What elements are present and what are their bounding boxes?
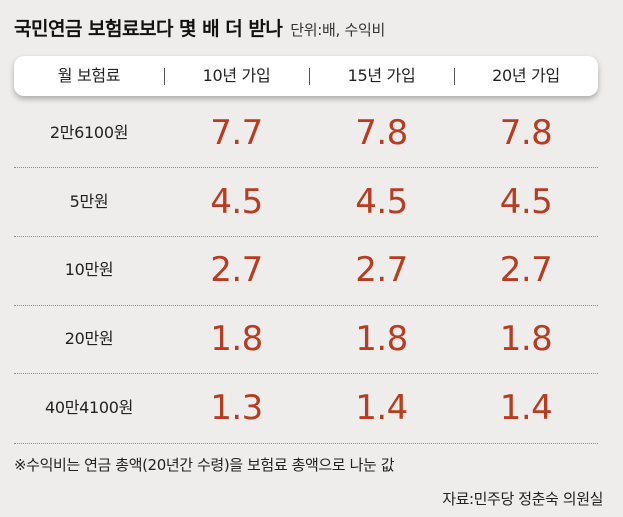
row-label: 40만4100원	[44, 398, 134, 417]
value-15yr: 2.7	[355, 250, 408, 290]
header-20yr: 20년 가입	[492, 66, 560, 85]
value-10yr: 4.5	[210, 182, 263, 222]
value-10yr: 2.7	[210, 250, 263, 290]
row-divider	[14, 236, 598, 237]
row-label: 20만원	[64, 329, 114, 348]
title-row: 국민연금 보험료보다 몇 배 더 받나 단위:배, 수익비	[14, 14, 385, 41]
table-row: 20만원 1.8 1.8 1.8	[14, 305, 598, 373]
header-10yr: 10년 가입	[202, 66, 271, 85]
value-20yr: 1.8	[499, 319, 553, 359]
table-row: 2만6100원 7.7 7.8 7.8	[14, 99, 598, 167]
value-10yr: 1.3	[210, 388, 263, 428]
footnote: ※수익비는 연금 총액(20년간 수령)을 보험료 총액으로 나눈 값	[14, 456, 395, 474]
chart-title: 국민연금 보험료보다 몇 배 더 받나	[14, 18, 283, 40]
header-15yr: 15년 가입	[347, 66, 416, 85]
value-15yr: 1.8	[355, 319, 408, 359]
unit-label: 단위:배, 수익비	[290, 21, 385, 39]
row-divider	[14, 167, 598, 168]
row-divider	[14, 373, 598, 374]
header-separator	[164, 68, 165, 85]
value-20yr: 2.7	[499, 250, 553, 290]
table-row: 5만원 4.5 4.5 4.5	[14, 168, 598, 236]
row-label: 2만6100원	[49, 123, 129, 142]
value-10yr: 1.8	[210, 319, 263, 359]
value-10yr: 7.7	[210, 113, 263, 153]
value-20yr: 4.5	[499, 182, 553, 222]
source-credit: 자료:민주당 정춘숙 의원실	[442, 490, 603, 508]
table-header: 월 보험료 10년 가입 15년 가입 20년 가입	[14, 56, 598, 96]
table-row: 40만4100원 1.3 1.4 1.4	[14, 374, 598, 442]
row-label: 10만원	[64, 260, 114, 279]
value-20yr: 7.8	[499, 113, 553, 153]
row-label: 5만원	[69, 192, 109, 211]
value-15yr: 1.4	[355, 388, 408, 428]
value-15yr: 7.8	[355, 113, 408, 153]
row-divider	[14, 305, 598, 306]
table-row: 10만원 2.7 2.7 2.7	[14, 236, 598, 304]
header-monthly-premium: 월 보험료	[57, 66, 121, 85]
value-15yr: 4.5	[355, 182, 408, 222]
value-20yr: 1.4	[499, 388, 553, 428]
header-separator	[454, 68, 455, 85]
row-divider	[14, 443, 598, 444]
header-separator	[309, 68, 310, 85]
